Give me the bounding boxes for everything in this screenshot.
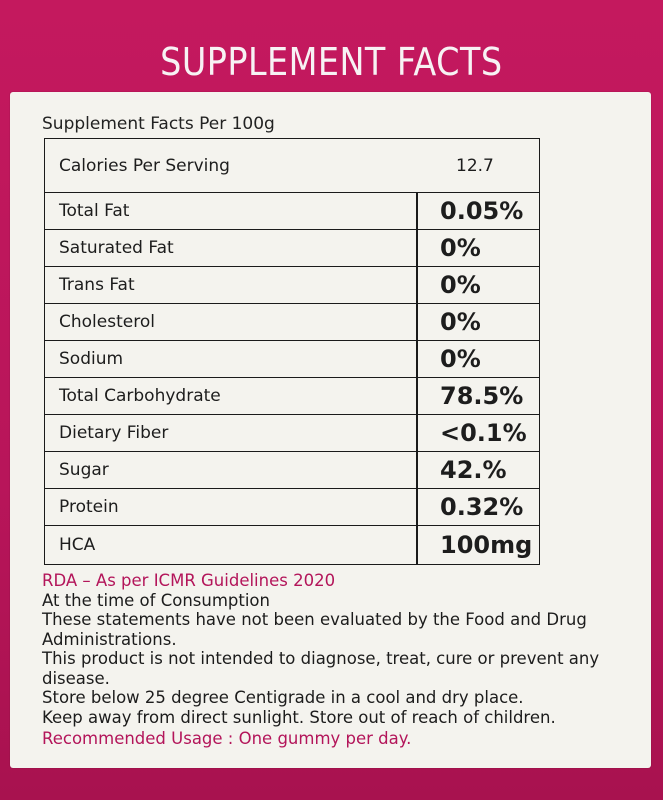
nutrient-value: <0.1% bbox=[416, 415, 539, 451]
storage-note-line-2: Keep away from direct sunlight. Store ou… bbox=[42, 707, 556, 727]
nutrient-value: 0% bbox=[416, 341, 539, 377]
fda-statement-line-1: These statements have not been evaluated… bbox=[42, 610, 587, 629]
nutrient-value: 100mg bbox=[416, 526, 539, 564]
nutrient-value: 78.5% bbox=[416, 378, 539, 414]
diagnose-disclaimer-line-2: disease. bbox=[42, 668, 110, 688]
nutrient-label: Dietary Fiber bbox=[59, 423, 169, 443]
nutrient-label: HCA bbox=[59, 535, 96, 555]
nutrient-label: Trans Fat bbox=[59, 275, 135, 295]
supplement-facts-table: Calories Per Serving 12.7 Total Fat 0.05… bbox=[44, 138, 540, 565]
nutrient-value: 0.05% bbox=[416, 193, 539, 229]
disclaimer-notes: RDA – As per ICMR Guidelines 2020 At the… bbox=[42, 571, 632, 749]
nutrient-label: Cholesterol bbox=[59, 312, 155, 332]
nutrient-row-cholesterol: Cholesterol 0% bbox=[45, 304, 539, 341]
nutrient-row-protein: Protein 0.32% bbox=[45, 489, 539, 526]
nutrient-label: Saturated Fat bbox=[59, 238, 174, 258]
nutrient-label: Total Carbohydrate bbox=[59, 386, 221, 406]
nutrient-label: Sugar bbox=[59, 460, 109, 480]
nutrient-label: Sodium bbox=[59, 349, 124, 369]
fda-statement-line-2: Administrations. bbox=[42, 629, 177, 649]
nutrient-row-dietary-fiber: Dietary Fiber <0.1% bbox=[45, 415, 539, 452]
diagnose-disclaimer-line-1: This product is not intended to diagnose… bbox=[42, 649, 600, 668]
supplement-facts-panel: Supplement Facts Per 100g Calories Per S… bbox=[10, 92, 651, 768]
calories-label: Calories Per Serving bbox=[59, 155, 230, 176]
nutrient-value: 0.32% bbox=[416, 489, 539, 525]
page-title: SUPPLEMENT FACTS bbox=[160, 40, 503, 84]
storage-note-line-1: Store below 25 degree Centigrade in a co… bbox=[42, 688, 524, 707]
nutrient-label: Total Fat bbox=[59, 201, 130, 221]
nutrient-row-sugar: Sugar 42.% bbox=[45, 452, 539, 489]
nutrient-row-total-carbohydrate: Total Carbohydrate 78.5% bbox=[45, 378, 539, 415]
nutrient-value: 0% bbox=[416, 267, 539, 303]
nutrient-row-trans-fat: Trans Fat 0% bbox=[45, 267, 539, 304]
nutrient-row-hca: HCA 100mg bbox=[45, 526, 539, 564]
recommended-usage: Recommended Usage : One gummy per day. bbox=[42, 729, 412, 748]
nutrient-value: 42.% bbox=[416, 452, 539, 488]
nutrient-value: 0% bbox=[416, 304, 539, 340]
nutrient-row-saturated-fat: Saturated Fat 0% bbox=[45, 230, 539, 267]
nutrient-row-total-fat: Total Fat 0.05% bbox=[45, 193, 539, 230]
nutrient-label: Protein bbox=[59, 497, 119, 517]
rda-note: RDA – As per ICMR Guidelines 2020 bbox=[42, 571, 336, 590]
consumption-note: At the time of Consumption bbox=[42, 590, 270, 610]
calories-row: Calories Per Serving 12.7 bbox=[45, 139, 539, 193]
serving-basis-label: Supplement Facts Per 100g bbox=[42, 114, 275, 134]
calories-value: 12.7 bbox=[456, 155, 494, 176]
nutrient-value: 0% bbox=[416, 230, 539, 266]
nutrient-row-sodium: Sodium 0% bbox=[45, 341, 539, 378]
